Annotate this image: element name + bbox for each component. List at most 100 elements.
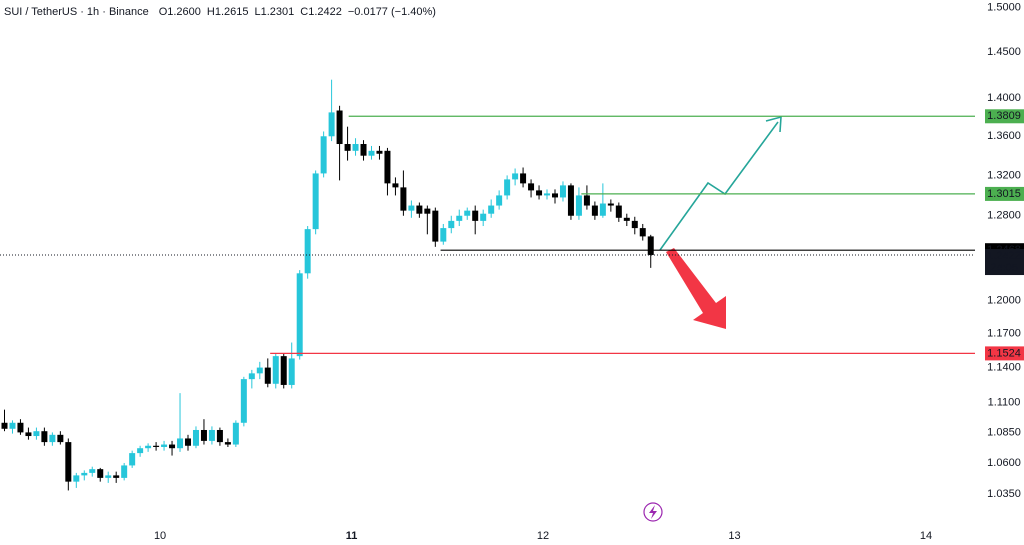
x-tick-label: 13 <box>728 530 740 542</box>
y-tick-label: 1.1700 <box>987 327 1021 339</box>
candle-body <box>272 356 279 384</box>
y-tick-label: 1.0600 <box>987 457 1021 469</box>
x-tick-label: 11 <box>346 530 358 542</box>
y-tick-label: 1.3200 <box>987 169 1021 181</box>
candle-body <box>145 445 152 449</box>
y-tick-label: 1.2000 <box>987 294 1021 306</box>
plot-area <box>1 79 654 491</box>
candle-body <box>9 422 16 429</box>
candle-body <box>448 220 455 229</box>
candle-body <box>599 203 606 216</box>
candle-body <box>440 228 447 242</box>
candle-body <box>336 110 343 145</box>
candle-body <box>113 475 120 478</box>
candle-body <box>312 173 319 230</box>
candle-body <box>256 367 263 374</box>
candle-body <box>376 150 383 154</box>
candle-body <box>264 367 271 384</box>
bolt-icon[interactable] <box>643 502 663 522</box>
candle-body <box>368 150 375 156</box>
candle-body <box>129 453 136 466</box>
ohlc-value: O1.2600 <box>159 6 201 18</box>
bullish-arrow-head <box>765 115 782 133</box>
y-tick-label: 1.0350 <box>987 488 1021 500</box>
candle-body <box>631 220 638 229</box>
candle-body <box>456 215 463 221</box>
current-price-label: 1.2422 <box>987 250 1021 262</box>
candle-body <box>408 205 415 211</box>
symbol-title: SUI / TetherUS · 1h · Binance <box>4 6 149 18</box>
candle-body <box>615 205 622 218</box>
y-tick-label: 1.3600 <box>987 130 1021 142</box>
y-tick-label: 1.1400 <box>987 361 1021 373</box>
candle-body <box>352 144 359 151</box>
candle-body <box>33 431 40 437</box>
candle-body <box>528 183 535 191</box>
candle-body <box>488 205 495 214</box>
ohlc-value: H1.2615 <box>207 6 249 18</box>
candle-body <box>105 475 112 478</box>
candle-body <box>384 150 391 184</box>
y-tick-label: 1.4000 <box>987 92 1021 104</box>
candle-body <box>392 183 399 188</box>
candle-body <box>360 144 367 156</box>
candle-body <box>232 422 239 445</box>
current-price-box <box>985 249 1024 276</box>
candle-body <box>607 203 614 206</box>
level-label: 1.3015 <box>987 188 1021 200</box>
candle-body <box>153 445 160 447</box>
y-tick-label: 1.0850 <box>987 426 1021 438</box>
candle-body <box>65 442 72 482</box>
candle-body <box>73 475 80 482</box>
candle-body <box>224 442 231 445</box>
level-label: 1.1524 <box>987 347 1021 359</box>
candle-body <box>208 429 215 441</box>
candle-body <box>192 429 199 446</box>
candle-body <box>49 434 56 443</box>
candle-body <box>480 213 487 221</box>
ohlc-value: −0.0177 (−1.40%) <box>348 6 436 18</box>
y-tick-label: 1.4500 <box>987 46 1021 58</box>
candle-body <box>544 193 551 196</box>
candle-body <box>504 179 511 196</box>
bearish-arrow <box>666 248 726 329</box>
y-tick-label: 1.1100 <box>988 396 1021 408</box>
candle-body <box>184 438 191 446</box>
candle-body <box>41 431 48 443</box>
candle-body <box>496 195 503 206</box>
candle-body <box>559 185 566 198</box>
countdown-label: 24:05 <box>990 262 1018 274</box>
candle-body <box>416 205 423 214</box>
candle-body <box>551 193 558 198</box>
candle-body <box>575 195 582 216</box>
candle-body <box>177 438 184 449</box>
level-label-box <box>985 346 1024 361</box>
candle-body <box>25 432 32 437</box>
x-tick-label: 12 <box>537 530 549 542</box>
candle-body <box>400 187 407 211</box>
level-label: 1.3809 <box>987 110 1021 122</box>
level-label-box <box>985 186 1024 201</box>
candle-body <box>647 236 654 256</box>
candle-body <box>520 173 527 184</box>
candle-body <box>536 190 543 196</box>
candle-body <box>216 429 223 443</box>
candle-body <box>280 356 287 385</box>
candle-body <box>17 422 24 433</box>
candle-body <box>161 444 168 447</box>
candle-body <box>512 173 519 180</box>
ohlc-legend: O1.2600 H1.2615 L1.2301 C1.2422 −0.0177 (−1.… <box>159 6 436 18</box>
candle-body <box>623 217 630 221</box>
candle-body <box>81 472 88 476</box>
candle-body <box>169 444 176 449</box>
candle-body <box>472 210 479 221</box>
candle-body <box>97 469 104 478</box>
candle-body <box>248 373 255 380</box>
candle-body <box>296 273 303 357</box>
candle-body <box>344 144 351 151</box>
candle-body <box>328 112 335 137</box>
candle-body <box>320 136 327 174</box>
candle-body <box>57 434 64 443</box>
candle-body <box>121 465 128 478</box>
